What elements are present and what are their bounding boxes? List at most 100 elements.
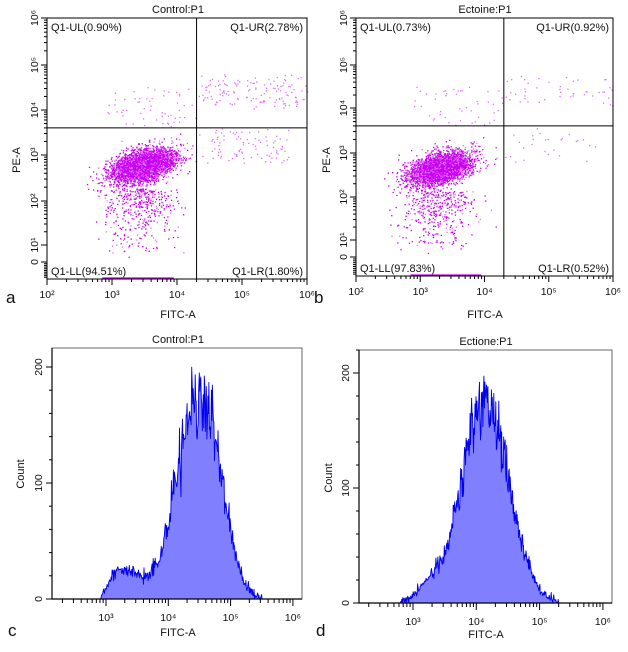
data-point — [212, 138, 214, 141]
data-point — [263, 101, 265, 103]
data-point — [142, 170, 144, 172]
data-point — [118, 174, 120, 176]
data-point — [160, 169, 162, 171]
data-point — [146, 155, 148, 157]
data-point — [469, 159, 471, 161]
data-point — [252, 143, 254, 146]
data-point — [125, 166, 127, 169]
data-point — [134, 211, 136, 213]
data-point — [168, 152, 170, 154]
data-point — [153, 159, 155, 161]
data-point — [109, 166, 111, 168]
data-point — [152, 150, 154, 152]
data-point — [108, 113, 110, 115]
data-point — [445, 219, 447, 221]
data-point — [163, 168, 165, 171]
data-point — [129, 205, 131, 207]
data-point — [484, 162, 487, 165]
data-point — [170, 153, 172, 155]
data-point — [142, 193, 144, 195]
data-point — [236, 155, 238, 157]
data-point — [138, 202, 140, 204]
data-point — [153, 173, 156, 175]
data-point — [123, 196, 125, 199]
data-point — [161, 149, 163, 151]
data-point — [158, 162, 160, 164]
data-point — [118, 167, 121, 169]
data-point — [155, 158, 157, 161]
data-point — [137, 168, 139, 170]
data-point — [237, 79, 239, 82]
data-point — [159, 151, 161, 153]
data-point — [131, 170, 133, 173]
data-point — [157, 174, 159, 176]
data-point — [286, 159, 289, 161]
data-point — [136, 177, 138, 180]
data-point — [121, 183, 123, 185]
data-point — [460, 244, 463, 247]
data-point — [132, 167, 135, 169]
data-point — [124, 168, 126, 171]
data-point — [124, 172, 126, 174]
data-point — [168, 238, 170, 240]
data-point — [172, 169, 174, 172]
data-point — [171, 164, 173, 166]
data-point — [147, 154, 149, 156]
data-point — [116, 162, 118, 164]
data-point — [122, 166, 124, 168]
data-point — [156, 146, 158, 148]
data-point — [171, 152, 173, 154]
data-point — [126, 164, 129, 167]
data-point — [147, 159, 149, 162]
data-point — [154, 194, 156, 196]
data-point — [276, 135, 278, 137]
data-point — [148, 250, 150, 252]
data-point — [117, 235, 119, 237]
data-point — [134, 156, 136, 158]
data-point — [219, 94, 221, 96]
data-point — [139, 166, 141, 168]
data-point — [127, 193, 129, 195]
data-point — [255, 148, 257, 150]
data-point — [114, 174, 116, 176]
data-point — [217, 136, 219, 138]
data-point — [256, 153, 259, 156]
data-point — [120, 178, 122, 180]
data-point — [282, 85, 284, 87]
data-point — [198, 95, 200, 98]
data-point — [225, 84, 227, 86]
data-point — [120, 238, 122, 240]
data-point — [137, 152, 140, 154]
x-tick-label: 10² — [39, 289, 55, 301]
data-point — [138, 163, 140, 166]
data-point — [158, 140, 161, 142]
data-point — [231, 158, 233, 160]
data-point — [427, 231, 430, 233]
data-point — [138, 172, 140, 175]
data-point — [150, 200, 152, 202]
data-point — [106, 163, 108, 165]
data-point — [284, 103, 286, 105]
data-point — [158, 152, 160, 154]
data-point — [126, 109, 128, 112]
data-point — [146, 156, 148, 158]
data-point — [122, 162, 125, 164]
data-point — [132, 177, 135, 179]
data-point — [122, 181, 124, 183]
data-point — [152, 196, 154, 198]
data-point — [115, 175, 117, 177]
data-point — [121, 165, 123, 167]
data-point — [107, 206, 109, 208]
data-point — [109, 178, 111, 180]
data-point — [147, 216, 149, 218]
data-point — [117, 167, 119, 169]
data-point — [164, 225, 166, 227]
data-point — [456, 175, 458, 177]
data-point — [121, 176, 123, 179]
data-point — [141, 167, 143, 169]
data-point — [134, 98, 136, 100]
data-point — [247, 80, 249, 82]
data-point — [156, 207, 158, 209]
data-point — [104, 194, 106, 197]
data-point — [144, 172, 146, 174]
